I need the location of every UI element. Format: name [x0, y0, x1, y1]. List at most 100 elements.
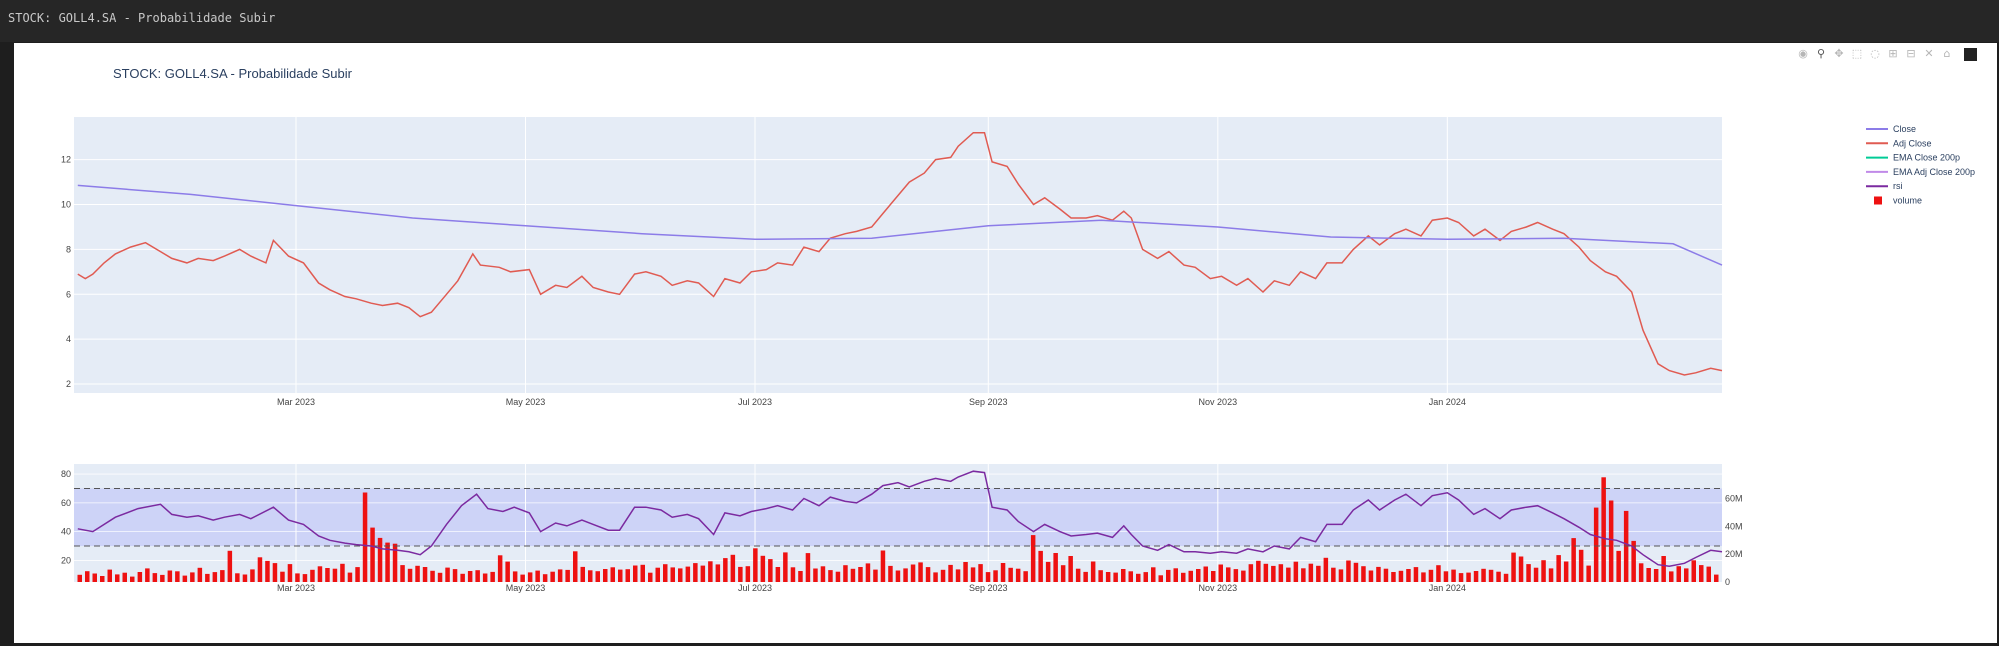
volume-bar[interactable] — [1518, 556, 1524, 583]
volume-bar[interactable] — [340, 563, 345, 582]
volume-bar[interactable] — [1060, 565, 1066, 582]
volume-bar[interactable] — [865, 563, 871, 582]
volume-bar[interactable] — [250, 569, 255, 582]
volume-bar[interactable] — [1308, 563, 1314, 582]
volume-bar[interactable] — [1293, 561, 1299, 582]
volume-bar[interactable] — [760, 555, 766, 582]
volume-bar[interactable] — [1548, 568, 1554, 582]
volume-bar[interactable] — [768, 559, 773, 582]
volume-bar[interactable] — [1556, 555, 1561, 582]
volume-bar[interactable] — [385, 542, 390, 582]
volume-bar[interactable] — [1646, 568, 1651, 582]
volume-bar[interactable] — [948, 564, 953, 582]
zoom-in-icon[interactable]: ⊞ — [1888, 47, 1898, 60]
volume-bar[interactable] — [1038, 550, 1043, 582]
volume-bar[interactable] — [970, 567, 976, 582]
volume-bar[interactable] — [460, 573, 465, 582]
volume-bar[interactable] — [1391, 572, 1396, 582]
volume-bar[interactable] — [542, 574, 548, 582]
volume-bar[interactable] — [978, 564, 983, 582]
volume-bar[interactable] — [1121, 569, 1126, 582]
volume-bar[interactable] — [1714, 574, 1719, 582]
volume-bar[interactable] — [325, 568, 330, 582]
volume-bar[interactable] — [850, 568, 856, 582]
volume-bar[interactable] — [1691, 560, 1697, 582]
volume-bar[interactable] — [1421, 572, 1426, 582]
volume-bar[interactable] — [1593, 507, 1599, 582]
autoscale-icon[interactable]: ✕ — [1924, 47, 1934, 60]
volume-bar[interactable] — [1616, 550, 1621, 582]
volume-bar[interactable] — [1338, 569, 1344, 582]
volume-bar[interactable] — [1263, 563, 1269, 582]
volume-bar[interactable] — [1015, 568, 1021, 582]
volume-bar[interactable] — [610, 567, 616, 582]
volume-bar[interactable] — [1286, 567, 1291, 582]
volume-bar[interactable] — [1571, 538, 1576, 582]
volume-bar[interactable] — [482, 573, 488, 583]
home-icon[interactable]: ⌂ — [1943, 47, 1951, 60]
volume-bar[interactable] — [783, 552, 788, 582]
volume-bar[interactable] — [1661, 556, 1666, 582]
volume-bar[interactable] — [1451, 569, 1456, 582]
volume-bar[interactable] — [1113, 572, 1118, 582]
volume-bar[interactable] — [130, 576, 135, 582]
volume-bar[interactable] — [1008, 567, 1013, 582]
volume-bar[interactable] — [1143, 572, 1149, 582]
volume-bar[interactable] — [1053, 553, 1058, 582]
volume-bar[interactable] — [1443, 571, 1449, 582]
volume-bar[interactable] — [625, 569, 631, 582]
volume-bar[interactable] — [933, 572, 938, 582]
volume-bar[interactable] — [137, 572, 143, 582]
volume-bar[interactable] — [415, 565, 420, 582]
volume-bar[interactable] — [1496, 571, 1501, 582]
chart-legend[interactable]: Close Adj Close EMA Close 200p EMA Adj Clos… — [1866, 124, 1975, 206]
volume-bar[interactable] — [1075, 568, 1081, 582]
volume-bar[interactable] — [1428, 569, 1434, 582]
volume-bar[interactable] — [527, 572, 533, 582]
volume-bar[interactable] — [1699, 565, 1704, 582]
volume-bar[interactable] — [798, 571, 803, 582]
volume-bar[interactable] — [895, 570, 901, 583]
volume-bar[interactable] — [603, 569, 608, 582]
volume-bar[interactable] — [437, 572, 443, 582]
volume-bar[interactable] — [1361, 566, 1366, 582]
volume-bar[interactable] — [820, 566, 826, 582]
volume-bar[interactable] — [175, 571, 180, 582]
volume-bar[interactable] — [745, 566, 751, 582]
volume-bar[interactable] — [565, 569, 570, 582]
volume-bar[interactable] — [1608, 500, 1614, 583]
volume-bar[interactable] — [685, 566, 691, 582]
volume-bar[interactable] — [115, 574, 120, 582]
volume-bar[interactable] — [497, 555, 503, 582]
volume-bar[interactable] — [1436, 565, 1441, 582]
volume-bar[interactable] — [670, 567, 676, 582]
volume-bar[interactable] — [535, 570, 540, 582]
volume-bar[interactable] — [362, 492, 368, 583]
volume-bar[interactable] — [235, 573, 240, 582]
volume-bar[interactable] — [197, 567, 203, 582]
volume-bar[interactable] — [377, 537, 383, 582]
volume-bar[interactable] — [888, 565, 893, 582]
volume-bar[interactable] — [738, 566, 743, 582]
volume-bar[interactable] — [505, 561, 510, 582]
volume-bar[interactable] — [122, 572, 128, 582]
volume-bar[interactable] — [700, 565, 706, 582]
volume-bar[interactable] — [918, 562, 923, 582]
volume-bar[interactable] — [828, 570, 833, 582]
volume-bar[interactable] — [347, 572, 353, 582]
volume-bar[interactable] — [1256, 560, 1261, 582]
adj-close-line[interactable] — [77, 131, 1723, 376]
volume-bar[interactable] — [1511, 552, 1516, 582]
zoom-icon[interactable]: ⚲ — [1816, 47, 1826, 60]
volume-bar[interactable] — [1218, 564, 1224, 583]
volume-bar[interactable] — [1000, 563, 1006, 582]
volume-bar[interactable] — [1488, 569, 1494, 582]
volume-bar[interactable] — [145, 568, 150, 582]
legend-item[interactable]: EMA Close 200p — [1866, 153, 1960, 163]
volume-bar[interactable] — [1669, 571, 1674, 582]
volume-bar[interactable] — [1248, 564, 1254, 582]
zoom-out-icon[interactable]: ⊟ — [1906, 47, 1916, 60]
volume-bar[interactable] — [287, 564, 293, 582]
volume-bar[interactable] — [407, 568, 413, 582]
volume-bar[interactable] — [880, 550, 886, 583]
